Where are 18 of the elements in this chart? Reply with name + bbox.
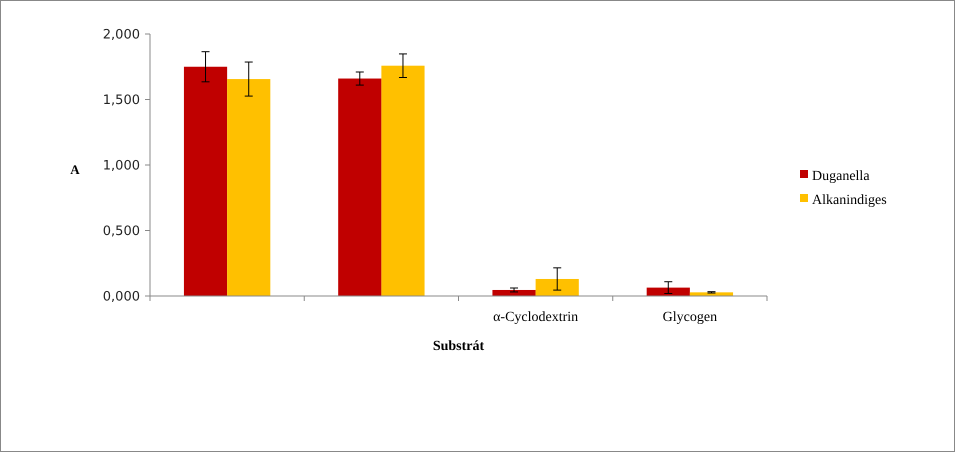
bar: [381, 66, 425, 296]
y-tick-label: 1,500: [102, 93, 140, 108]
x-tick-label: Glycogen: [662, 310, 718, 325]
y-tick-label: 1,000: [102, 158, 140, 174]
legend-label: Alkanindiges: [812, 192, 887, 208]
bar: [227, 79, 270, 296]
legend-label: Duganella: [812, 168, 870, 184]
bar: [646, 288, 690, 296]
y-tick-label: 0,000: [102, 290, 140, 305]
y-axis-title: A: [70, 162, 80, 177]
bar: [338, 78, 382, 296]
x-tick-label: α-Cyclodextrin: [493, 310, 578, 325]
bar: [184, 66, 228, 296]
y-tick-label: 0,500: [102, 224, 140, 240]
x-axis-title: Substrát: [432, 339, 485, 354]
bar: [536, 278, 579, 296]
y-tick-label: 2,000: [102, 28, 140, 43]
bar: [492, 290, 536, 296]
